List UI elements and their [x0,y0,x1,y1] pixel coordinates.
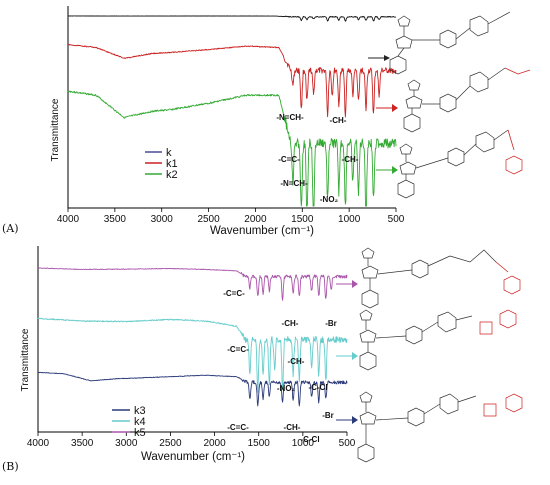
panel-a-series-k2 [67,90,397,207]
legend-entry-k4: k4 [134,416,146,428]
panel-a-x-tick-label-1500: 1500 [291,214,314,225]
panel-b-series-k5 [37,267,348,301]
panel-b-x-tick-label-4000: 4000 [27,438,50,449]
panel-b-series-k4 [37,317,348,393]
panel-b-x-tick-label-1500: 1500 [248,438,271,449]
panel-a-annotation-c-c: -C=C- [278,155,300,164]
panel-a-annotation-n-ch: -N=CH- [276,113,304,122]
panel-a-arrowhead-k [384,55,390,61]
panel-a-arrowhead-k1 [392,104,398,112]
panel-b-annotation-ch-3: -CH- [284,423,301,432]
panel-b-x-tick-label-2000: 2000 [203,438,226,449]
structure-k5-icon [361,247,521,309]
panel-a-annotation-no2: -NO₂ [320,195,339,204]
legend-entry-k2: k2 [166,169,178,181]
panel-a: 4000 3500 3000 2500 2000 1500 1000 500 Wavenumb… [2,6,531,237]
structure-k4-icon [359,309,517,371]
panel-b-annotation-no2: -NO₂ [277,384,296,393]
panel-b-annotation-ch-2: -CH- [288,357,305,366]
panel-b-series-k3 [37,371,348,407]
structure-k2-icon [397,129,523,199]
panel-a-annotation-n-ch-2: -N=CH- [280,179,308,188]
panel-b-annotation-c-cl-2: -C-Cl [300,435,319,444]
panel-a-arrowhead-k2 [392,166,398,174]
panel-a-x-tick-label-3500: 3500 [104,214,127,225]
legend-entry-k: k [166,147,172,159]
panel-b-x-tick-label-500: 500 [339,438,356,449]
panel-a-series-k1 [67,43,397,118]
structure-k-icon [389,11,511,75]
panel-a-x-tick-label-2000: 2000 [244,214,267,225]
panel-a-x-tick-label-3000: 3000 [151,214,174,225]
panel-b-arrowhead-k5 [352,280,358,288]
panel-a-label: (A) [2,222,19,235]
panel-b-arrowhead-k3 [352,416,358,424]
panel-b-x-tick-label-1000: 1000 [292,438,315,449]
panel-b-y-axis-label: Transmittance [20,328,31,391]
panel-a-annotation-ch-2: -CH- [342,155,359,164]
panel-a-y-axis-label: Transmittance [50,98,61,161]
panel-b-x-tick-label-2500: 2500 [159,438,182,449]
panel-a-x-tick-label-500: 500 [388,214,405,225]
panel-b-series [37,267,348,407]
panel-b-annotation-br-2: -Br [322,411,334,420]
panel-a-x-tick-label-2500: 2500 [197,214,220,225]
panel-b-annotation-br-1: -Br [325,319,337,328]
panel-a-x-axis-label: Wavenumber (cm⁻¹) [210,225,314,237]
panel-b-x-axis-label: Wavenumber (cm⁻¹) [141,451,245,463]
panel-a-series [67,15,397,207]
panel-a-x-ticks: 4000 3500 3000 2500 2000 1500 1000 500 [57,208,405,225]
panel-b-arrowhead-k4 [352,352,358,360]
panel-a-annotation-ch: -CH- [330,116,347,125]
panel-b-x-tick-label-3500: 3500 [71,438,94,449]
panel-b-annotation-ch-1: -CH- [282,319,299,328]
panel-a-x-tick-label-1000: 1000 [338,214,361,225]
panel-a-x-tick-label-4000: 4000 [57,214,80,225]
panel-b-x-tick-label-3000: 3000 [115,438,138,449]
panel-a-legend: k k1 k2 [145,147,178,181]
legend-entry-k1: k1 [166,158,178,170]
panel-b-label: (B) [2,460,19,473]
panel-b-annotation-c-c-2: -C=C- [227,345,249,354]
structure-k3-icon [357,391,523,463]
panel-a-axis [67,6,396,209]
panel-b-annotation-c-c-1: -C=C- [223,289,245,298]
legend-entry-k3: k3 [134,405,146,417]
panel-b-annotation-c-cl-1: -C-Cl [308,383,327,392]
panel-b-annotation-c-c-3: -C=C- [227,423,249,432]
panel-b: 4000 3500 3000 2500 2000 1500 1000 500 Wavenumb… [2,246,523,473]
panel-b-axis [37,246,347,433]
legend-entry-k5: k5 [134,427,146,439]
panel-b-legend: k3 k4 k5 [112,405,146,439]
panel-a-series-k [68,15,397,22]
structure-k1-icon [403,67,531,133]
